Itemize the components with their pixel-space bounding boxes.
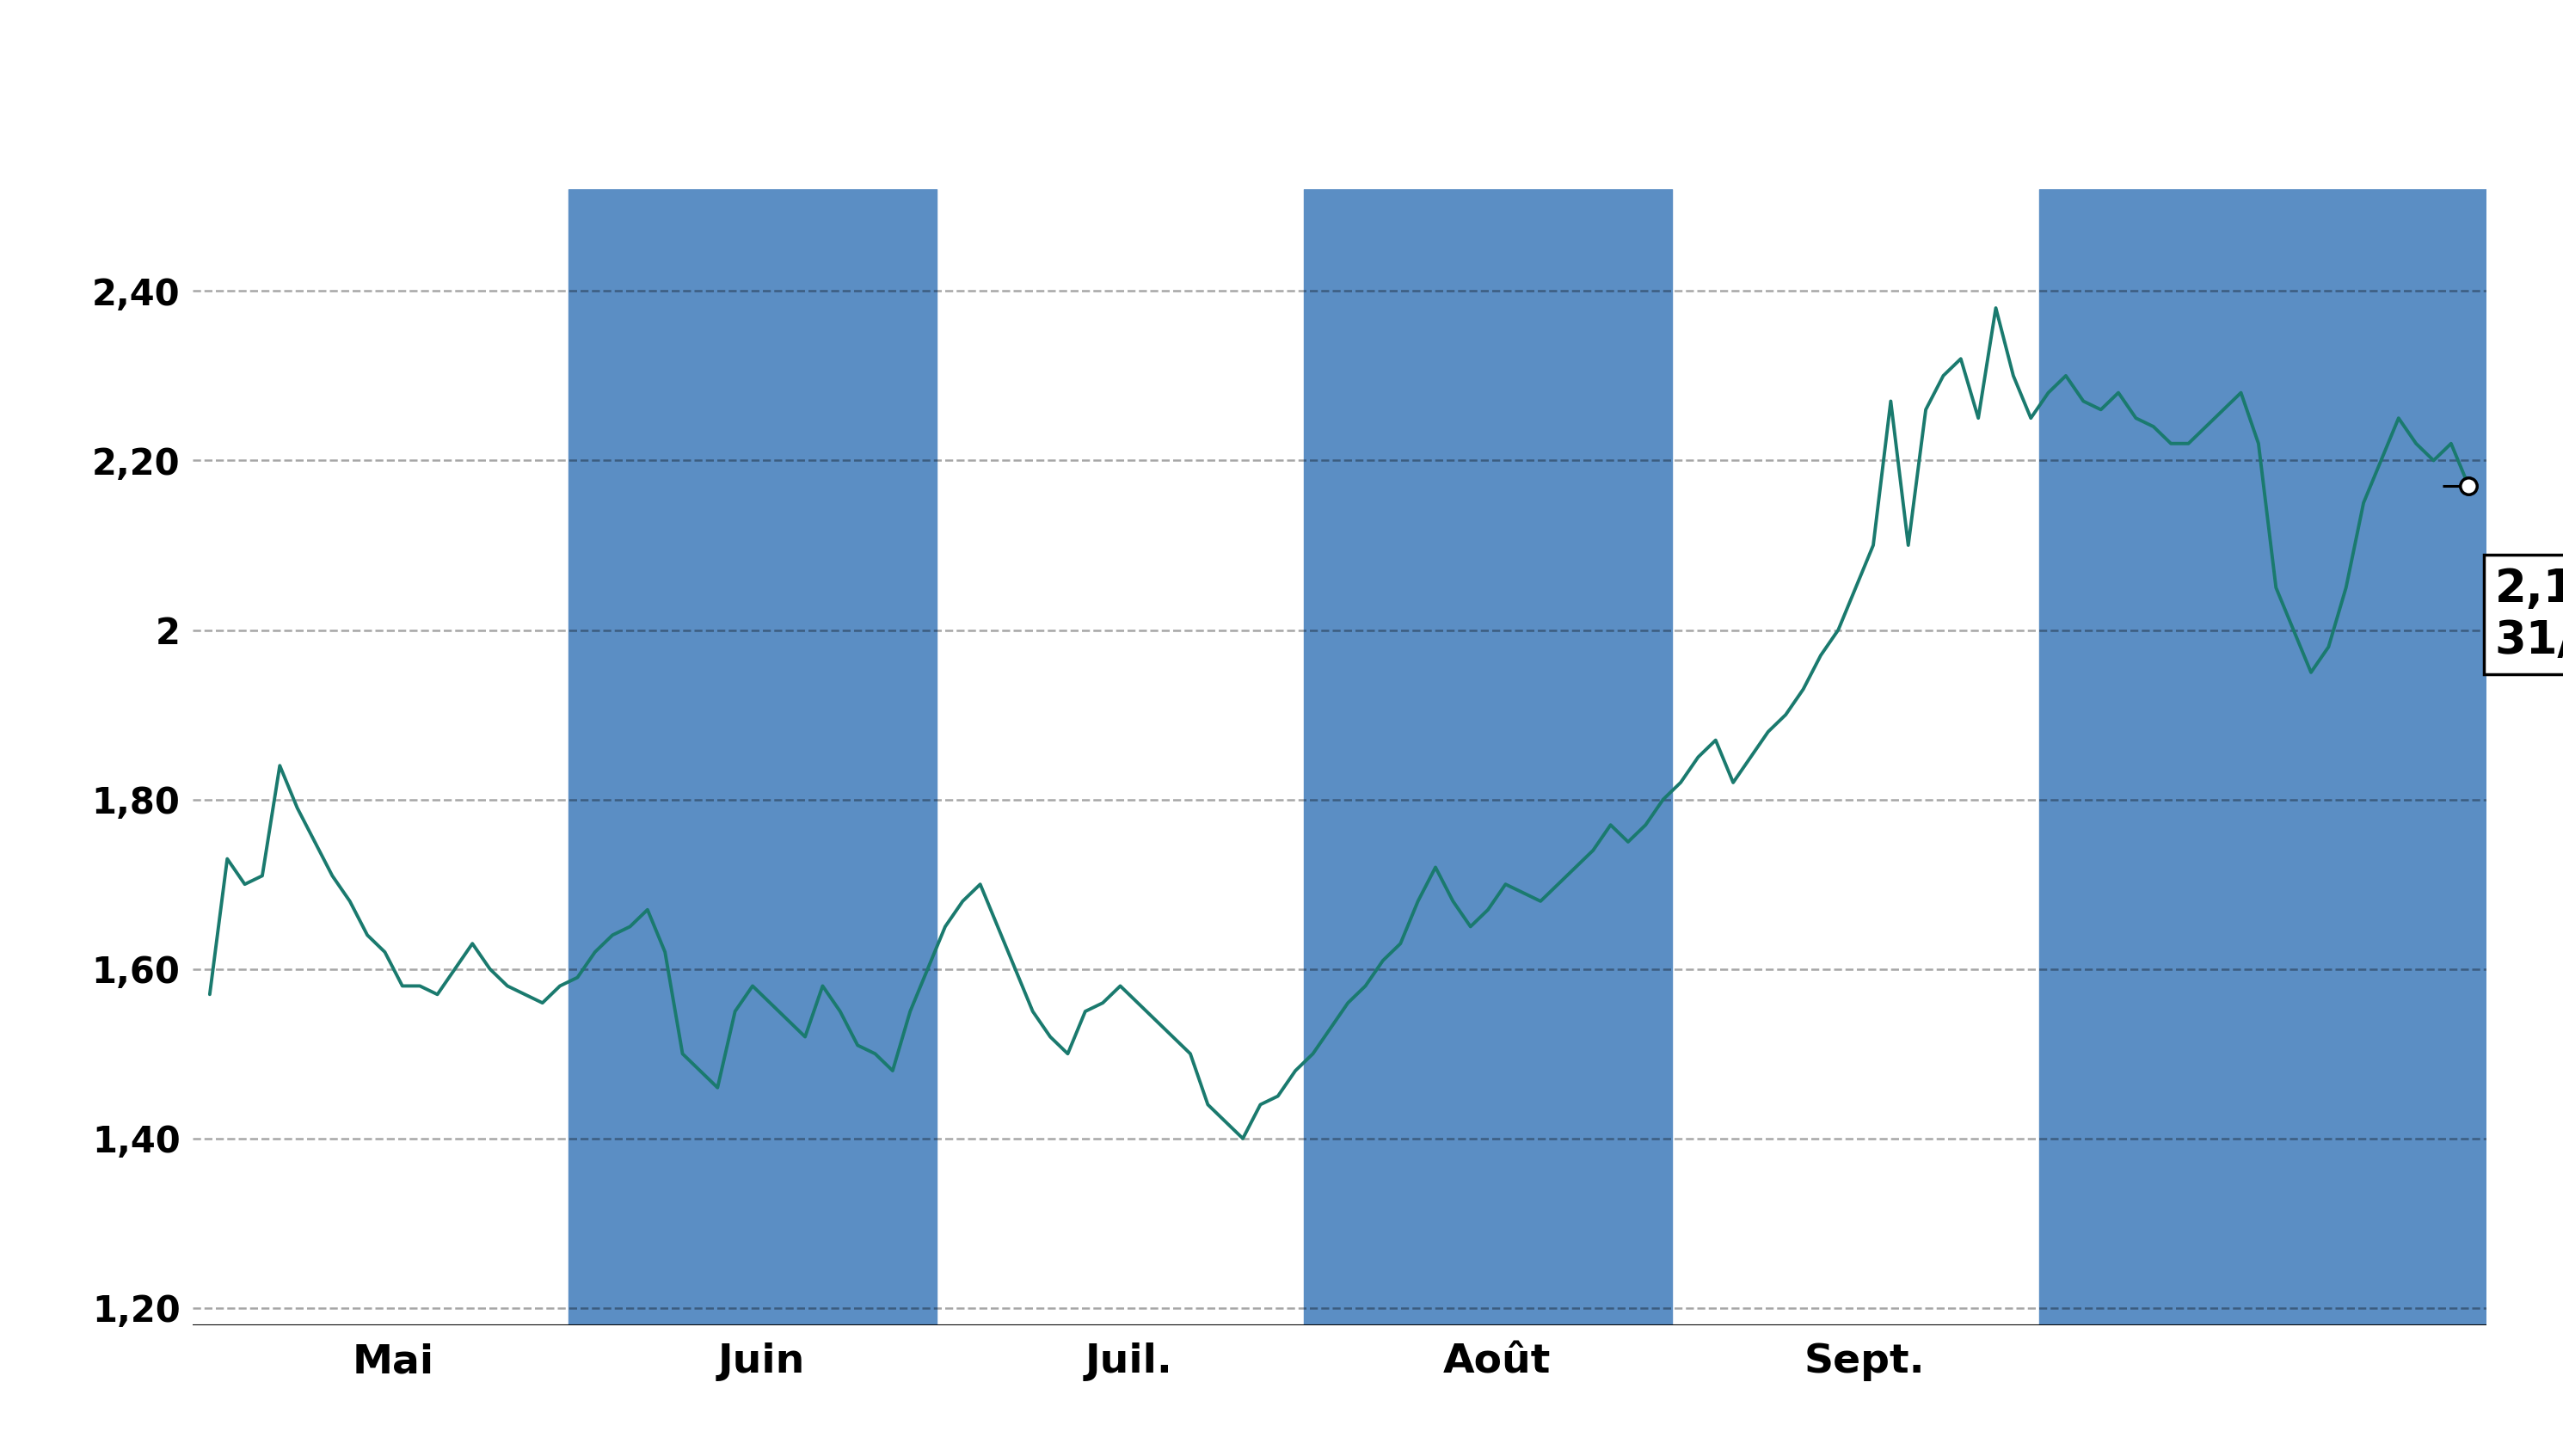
Text: Modular Medical, Inc.: Modular Medical, Inc.: [746, 36, 1817, 124]
Bar: [2040, 189, 2486, 1325]
Text: 2,17
31/10: 2,17 31/10: [2494, 566, 2563, 662]
Bar: [569, 189, 935, 1325]
Bar: [1305, 189, 1671, 1325]
